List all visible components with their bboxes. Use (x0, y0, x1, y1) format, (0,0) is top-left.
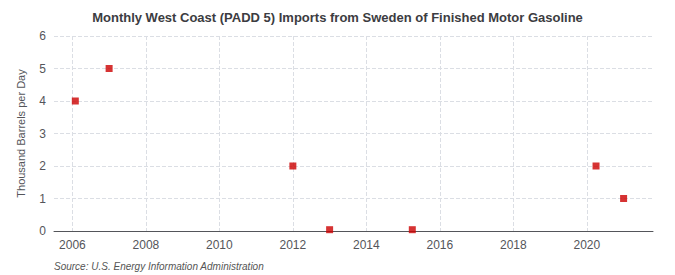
svg-text:2020: 2020 (574, 238, 601, 252)
svg-text:2014: 2014 (353, 238, 380, 252)
svg-text:2008: 2008 (133, 238, 160, 252)
svg-text:Thousand Barrels per Day: Thousand Barrels per Day (15, 69, 27, 198)
svg-text:Source: U.S. Energy Informatio: Source: U.S. Energy Information Administ… (54, 261, 264, 272)
svg-text:Monthly West Coast (PADD 5) Im: Monthly West Coast (PADD 5) Imports from… (92, 10, 583, 25)
svg-text:4: 4 (39, 94, 46, 108)
svg-text:3: 3 (39, 127, 46, 141)
svg-text:2012: 2012 (280, 238, 307, 252)
svg-text:2018: 2018 (500, 238, 527, 252)
svg-text:2016: 2016 (427, 238, 454, 252)
svg-text:2006: 2006 (59, 238, 86, 252)
svg-text:2010: 2010 (206, 238, 233, 252)
svg-text:1: 1 (39, 192, 46, 206)
svg-text:6: 6 (39, 29, 46, 43)
svg-text:2: 2 (39, 159, 46, 173)
svg-text:5: 5 (39, 62, 46, 76)
svg-text:0: 0 (39, 224, 46, 238)
